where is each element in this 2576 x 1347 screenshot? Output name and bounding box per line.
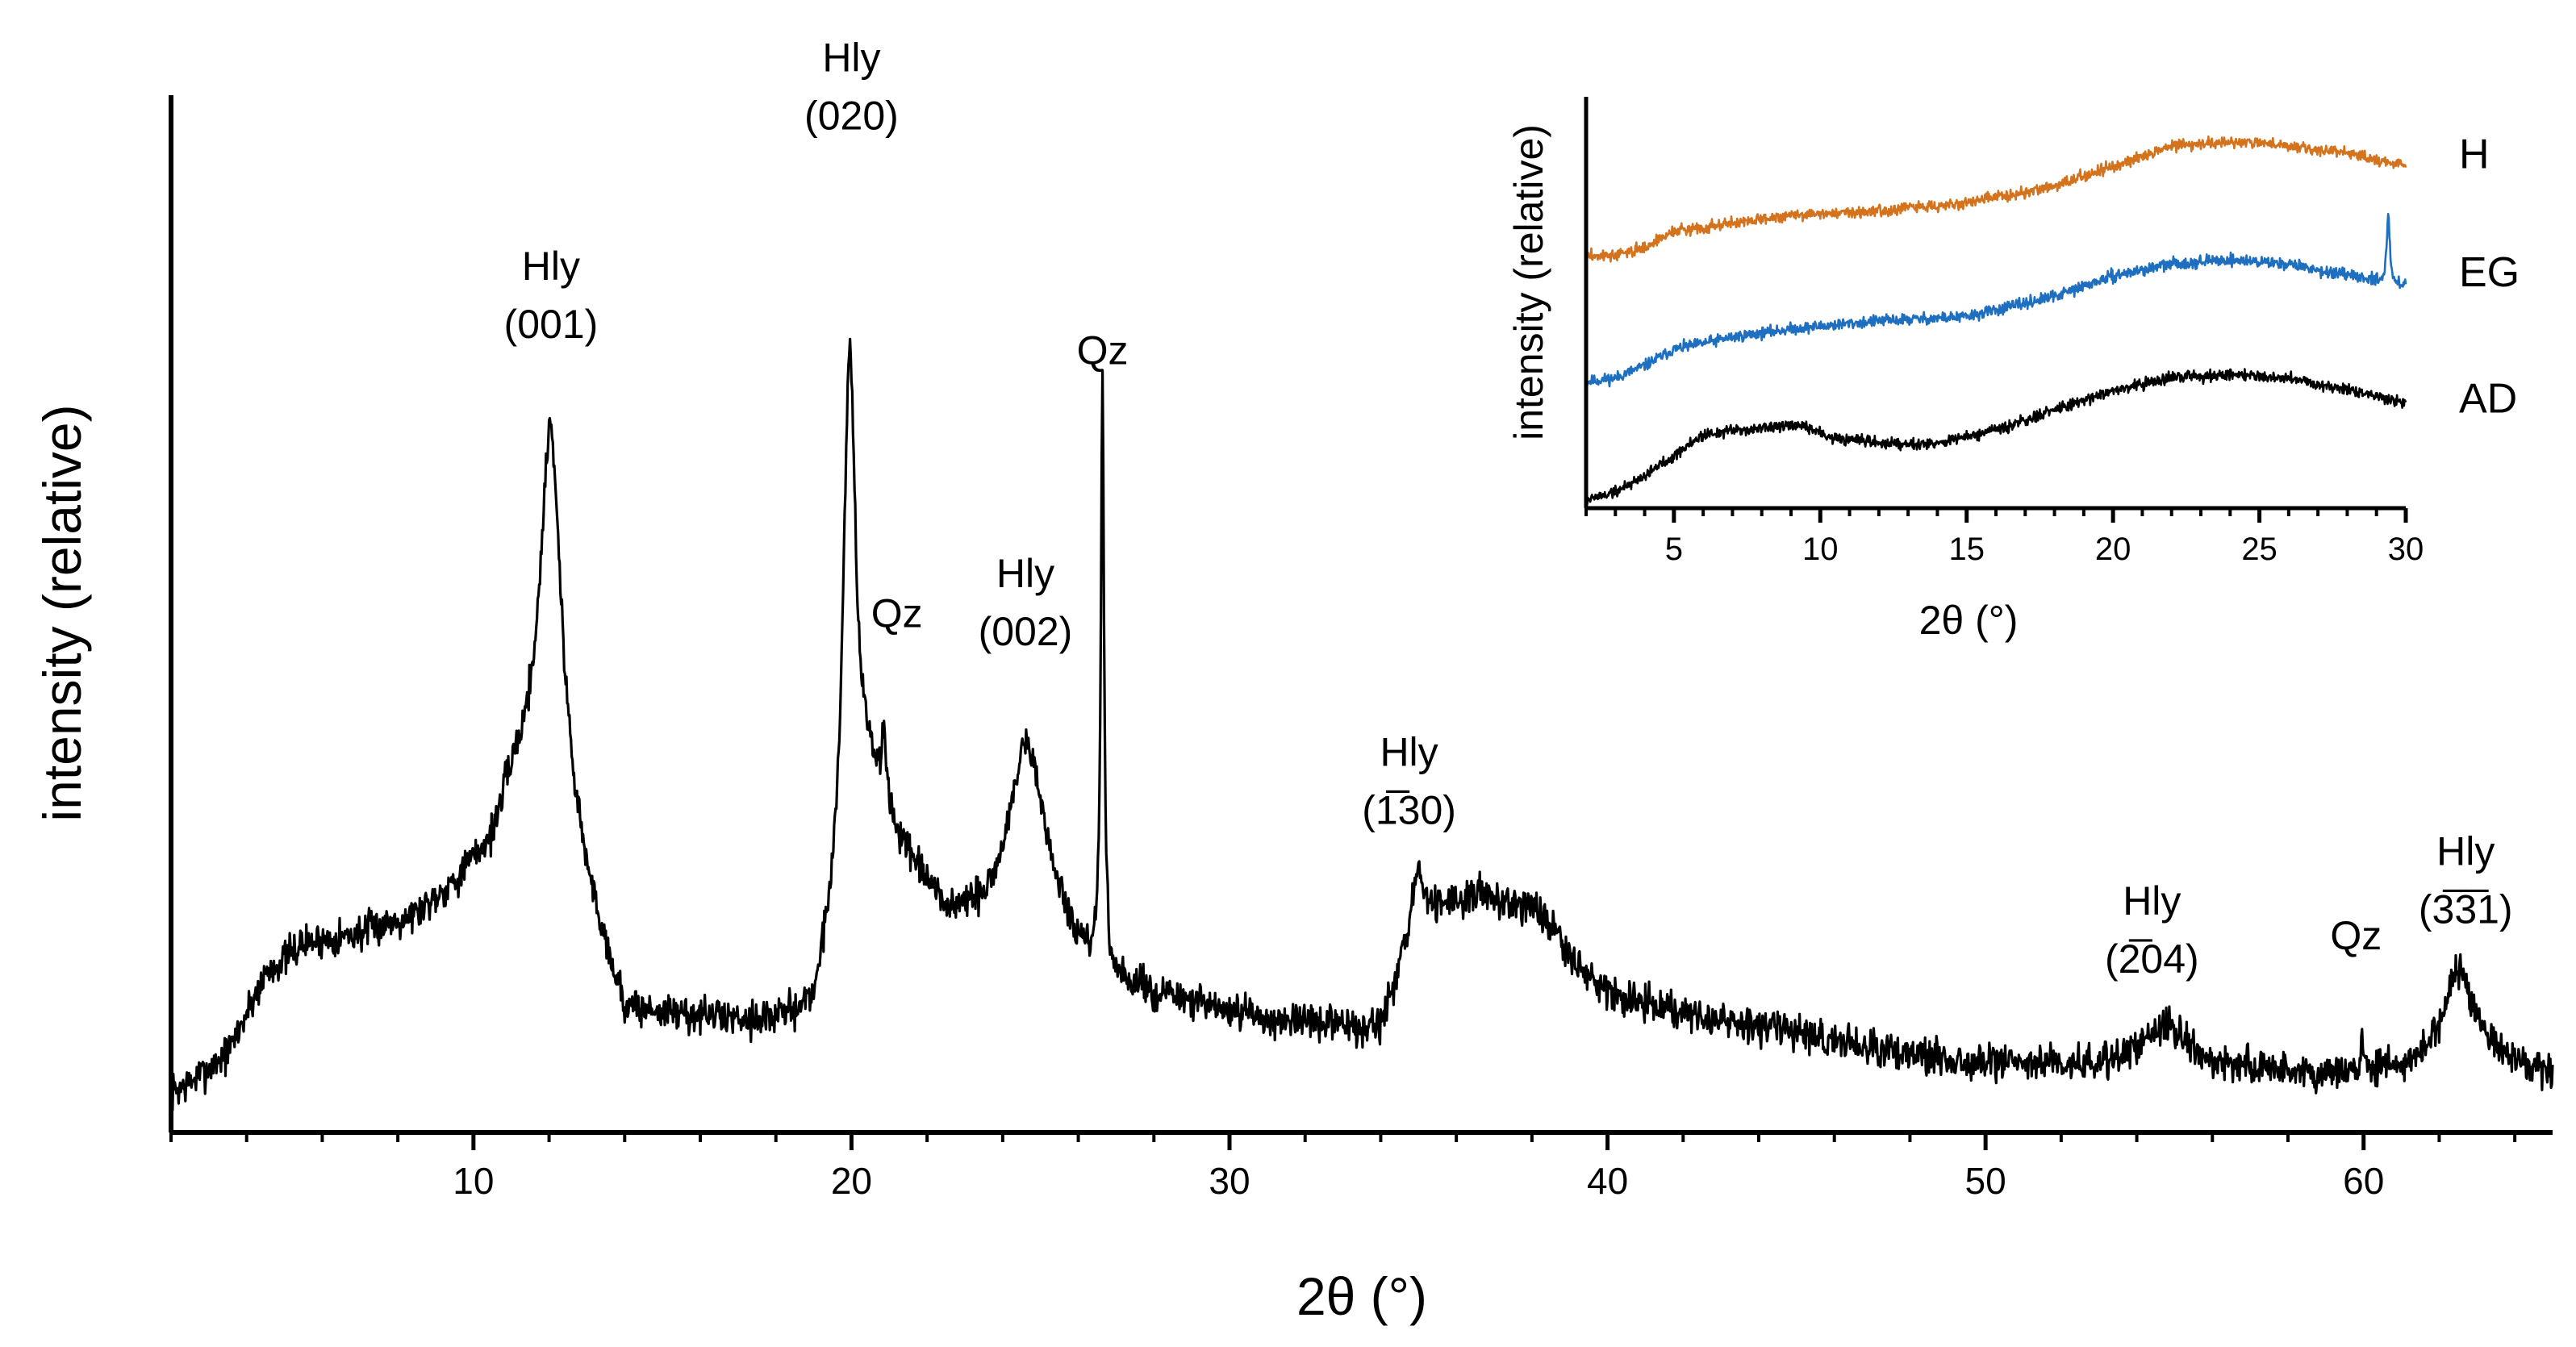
x-tick-label: 50 bbox=[1965, 1160, 2006, 1202]
inset-y-axis-title: intensity (relative) bbox=[1506, 124, 1551, 440]
inset-series-labels: H EG AD bbox=[2459, 131, 2520, 423]
main-series-group bbox=[169, 337, 2554, 1111]
series-line-h bbox=[1584, 135, 2407, 263]
peak-label-line: (001) bbox=[504, 302, 599, 347]
main-plot: 10 20 30 40 50 60 Hly (001) Hly (020) Qz Qz Hly (002… bbox=[32, 35, 2554, 1326]
peak-label-line: (002) bbox=[979, 609, 1073, 654]
peak-label-qz-3: Qz bbox=[2330, 913, 2382, 958]
inset-x-axis-title: 2θ (°) bbox=[1919, 598, 2019, 643]
inset-series-group bbox=[1584, 135, 2407, 506]
series-label-ad: AD bbox=[2459, 376, 2517, 423]
inset-plot: 5 10 15 20 25 30 H EG AD 2θ (°) intensity (rela… bbox=[1506, 97, 2520, 643]
peak-label-line: (2̅04) bbox=[2105, 936, 2199, 982]
peak-label-line: (020) bbox=[804, 94, 899, 139]
peak-label-line: (1̅30) bbox=[1362, 788, 1456, 833]
series-label-eg: EG bbox=[2459, 249, 2520, 296]
main-peak-labels: Hly(001)Hly(020)QzQzHly(002)Hly(1̅30)Hly… bbox=[504, 35, 2513, 982]
inset-x-ticks bbox=[1584, 508, 2408, 523]
x-tick-label: 30 bbox=[1209, 1160, 1250, 1202]
main-x-ticks bbox=[169, 1132, 2517, 1150]
main-x-tick-labels: 10 20 30 40 50 60 bbox=[453, 1160, 2384, 1202]
peak-label-line: Hly bbox=[2436, 829, 2495, 874]
x-tick-label: 25 bbox=[2241, 532, 2277, 567]
x-tick-label: 10 bbox=[453, 1160, 494, 1202]
inset-x-tick-labels: 5 10 15 20 25 30 bbox=[1665, 532, 2424, 567]
series-line-xrd-pattern bbox=[169, 337, 2554, 1111]
peak-label-line: Qz bbox=[2330, 913, 2382, 958]
peak-label-hly-002: Hly (002) bbox=[979, 551, 1073, 654]
peak-label-qz-1: Qz bbox=[1077, 327, 1129, 373]
series-line-ad bbox=[1584, 368, 2407, 506]
peak-label-line: Hly bbox=[522, 244, 580, 289]
main-y-axis-title: intensity (relative) bbox=[32, 404, 92, 821]
x-tick-label: 10 bbox=[1802, 532, 1839, 567]
peak-label-hly-331: Hly (3̅3̅1) bbox=[2419, 829, 2513, 932]
peak-label-line: Hly bbox=[822, 35, 880, 81]
peak-label-hly-020: Hly (020) bbox=[804, 35, 899, 139]
peak-label-line: Hly bbox=[2123, 878, 2181, 924]
peak-label-hly-130: Hly (1̅30) bbox=[1362, 730, 1456, 833]
x-tick-label: 20 bbox=[2095, 532, 2131, 567]
peak-label-hly-204: Hly (2̅04) bbox=[2105, 878, 2199, 982]
x-tick-label: 30 bbox=[2388, 532, 2424, 567]
series-line-eg bbox=[1584, 212, 2407, 388]
x-tick-label: 20 bbox=[831, 1160, 872, 1202]
peak-label-line: Qz bbox=[871, 590, 923, 636]
peak-label-hly-001: Hly (001) bbox=[504, 244, 599, 347]
series-label-h: H bbox=[2459, 131, 2490, 178]
main-x-axis-title: 2θ (°) bbox=[1296, 1266, 1427, 1326]
peak-label-line: Hly bbox=[1380, 730, 1438, 775]
peak-label-qz-2: Qz bbox=[871, 590, 923, 636]
x-tick-label: 5 bbox=[1665, 532, 1683, 567]
x-tick-label: 40 bbox=[1587, 1160, 1628, 1202]
x-tick-label: 15 bbox=[1948, 532, 1985, 567]
x-tick-label: 60 bbox=[2343, 1160, 2384, 1202]
peak-label-line: Qz bbox=[1077, 327, 1129, 373]
peak-label-line: (3̅3̅1) bbox=[2419, 887, 2513, 932]
peak-label-line: Hly bbox=[996, 551, 1054, 596]
